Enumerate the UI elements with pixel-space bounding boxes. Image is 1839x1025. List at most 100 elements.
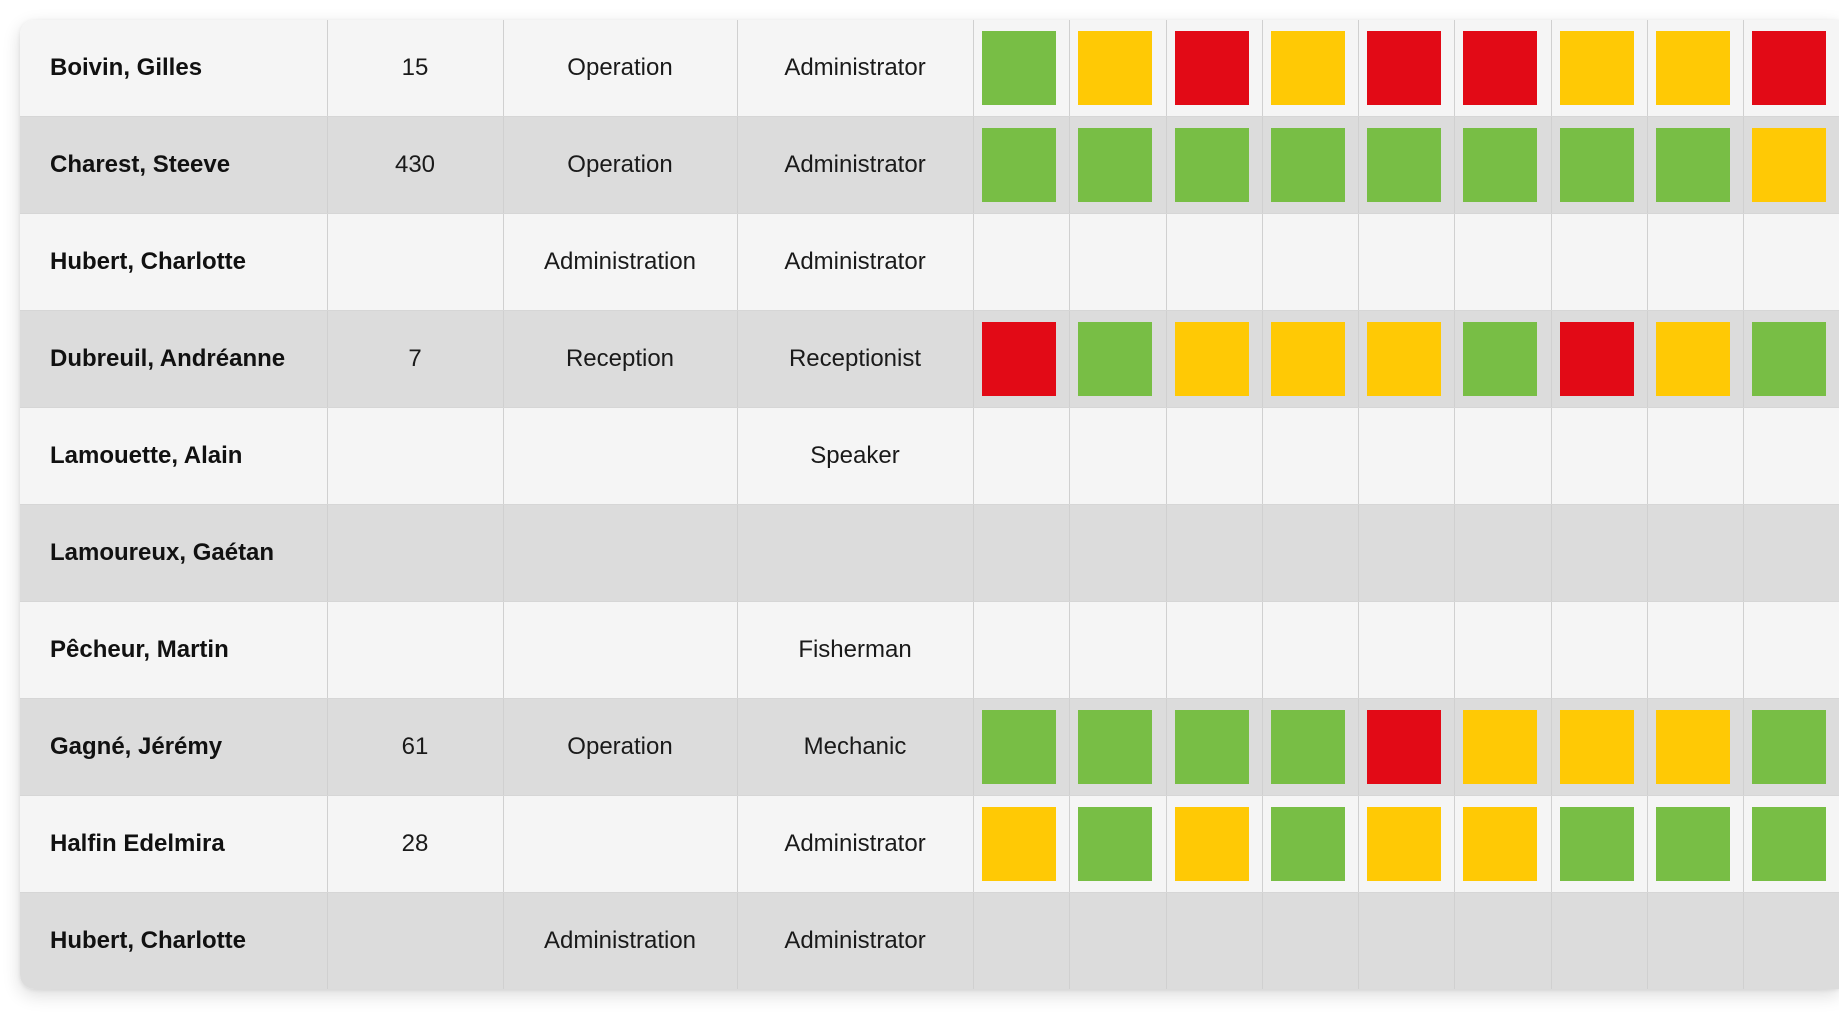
employee-role: Administrator — [737, 20, 974, 117]
table-row[interactable]: Hubert, Charlotte Administration Administr… — [20, 892, 1839, 989]
status-cell — [1262, 892, 1359, 989]
status-empty — [1752, 419, 1826, 493]
status-cell — [1551, 20, 1648, 117]
table-body: Boivin, Gilles 15 Operation Administrator Ch… — [20, 20, 1839, 989]
status-cell — [1358, 795, 1455, 893]
status-empty — [1271, 904, 1345, 978]
status-cell — [1743, 20, 1839, 117]
status-indicator-green — [1462, 128, 1537, 202]
status-indicator-yellow — [1174, 322, 1249, 396]
status-empty — [1463, 904, 1537, 978]
status-cell — [1166, 116, 1263, 214]
status-indicator-green — [1270, 807, 1345, 881]
status-cell — [1262, 116, 1359, 214]
employee-role — [737, 504, 974, 602]
status-indicator-red — [1366, 31, 1441, 105]
status-empty — [1752, 613, 1826, 687]
status-empty — [1560, 613, 1634, 687]
employee-department — [503, 504, 738, 602]
status-indicator-green — [1559, 128, 1634, 202]
employee-name: Gagné, Jérémy — [20, 698, 328, 796]
status-cell — [1551, 892, 1648, 989]
status-indicator-red — [1462, 31, 1537, 105]
status-cell — [973, 504, 1070, 602]
table-row[interactable]: Lamouette, Alain Speaker — [20, 407, 1839, 505]
status-empty — [1463, 225, 1537, 299]
status-indicator-yellow — [1655, 322, 1730, 396]
table-row[interactable]: Charest, Steeve 430 Operation Administrator — [20, 116, 1839, 214]
employee-number — [327, 213, 504, 311]
employee-name: Dubreuil, Andréanne — [20, 310, 328, 408]
status-cell — [1454, 310, 1552, 408]
status-cell — [1358, 892, 1455, 989]
status-empty — [1271, 419, 1345, 493]
status-indicator-green — [1366, 128, 1441, 202]
status-cell — [1069, 504, 1167, 602]
employee-role: Administrator — [737, 116, 974, 214]
status-cell — [1454, 795, 1552, 893]
employee-department — [503, 407, 738, 505]
status-indicator-yellow — [1655, 31, 1730, 105]
status-indicator-yellow — [1559, 31, 1634, 105]
status-cell — [1647, 504, 1744, 602]
status-empty — [1175, 613, 1249, 687]
status-empty — [1463, 419, 1537, 493]
status-cell — [973, 601, 1070, 699]
table-row[interactable]: Pêcheur, Martin Fisherman — [20, 601, 1839, 699]
status-empty — [1752, 516, 1826, 590]
status-cell — [1647, 601, 1744, 699]
status-indicator-red — [1174, 31, 1249, 105]
status-indicator-yellow — [1174, 807, 1249, 881]
status-cell — [1069, 213, 1167, 311]
status-indicator-green — [1174, 128, 1249, 202]
status-cell — [1551, 698, 1648, 796]
status-cell — [1647, 795, 1744, 893]
status-empty — [1078, 613, 1152, 687]
table-row[interactable]: Dubreuil, Andréanne 7 Reception Receptionis… — [20, 310, 1839, 408]
employee-number — [327, 407, 504, 505]
table-row[interactable]: Halfin Edelmira 28 Administrator — [20, 795, 1839, 893]
table-row[interactable]: Boivin, Gilles 15 Operation Administrator — [20, 20, 1839, 117]
status-cell — [1166, 213, 1263, 311]
status-empty — [1656, 419, 1730, 493]
status-cell — [1358, 20, 1455, 117]
status-indicator-green — [1077, 710, 1152, 784]
status-cell — [973, 892, 1070, 989]
status-cell — [1069, 892, 1167, 989]
employee-department: Operation — [503, 698, 738, 796]
employee-number: 61 — [327, 698, 504, 796]
status-empty — [1463, 516, 1537, 590]
status-empty — [1367, 225, 1441, 299]
employee-department: Operation — [503, 116, 738, 214]
employee-name: Lamouette, Alain — [20, 407, 328, 505]
status-empty — [982, 613, 1056, 687]
status-indicator-red — [1366, 710, 1441, 784]
table-row[interactable]: Gagné, Jérémy 61 Operation Mechanic — [20, 698, 1839, 796]
status-indicator-green — [1270, 128, 1345, 202]
status-indicator-yellow — [1462, 807, 1537, 881]
status-indicator-red — [1559, 322, 1634, 396]
status-indicator-green — [1174, 710, 1249, 784]
table-row[interactable]: Hubert, Charlotte Administration Administr… — [20, 213, 1839, 311]
status-empty — [1560, 904, 1634, 978]
status-cell — [1647, 892, 1744, 989]
status-empty — [1175, 904, 1249, 978]
employee-status-table: Boivin, Gilles 15 Operation Administrator Ch… — [20, 20, 1839, 989]
status-cell — [973, 795, 1070, 893]
status-empty — [1656, 613, 1730, 687]
status-cell — [1166, 504, 1263, 602]
employee-department: Operation — [503, 20, 738, 117]
status-cell — [1166, 795, 1263, 893]
status-indicator-yellow — [1270, 322, 1345, 396]
status-cell — [1647, 698, 1744, 796]
status-cell — [1551, 213, 1648, 311]
status-cell — [1647, 116, 1744, 214]
status-cell — [973, 310, 1070, 408]
status-indicator-yellow — [1462, 710, 1537, 784]
status-empty — [1560, 516, 1634, 590]
table-row[interactable]: Lamoureux, Gaétan — [20, 504, 1839, 602]
status-cell — [1069, 116, 1167, 214]
status-cell — [1069, 698, 1167, 796]
status-empty — [1078, 419, 1152, 493]
status-empty — [1367, 419, 1441, 493]
